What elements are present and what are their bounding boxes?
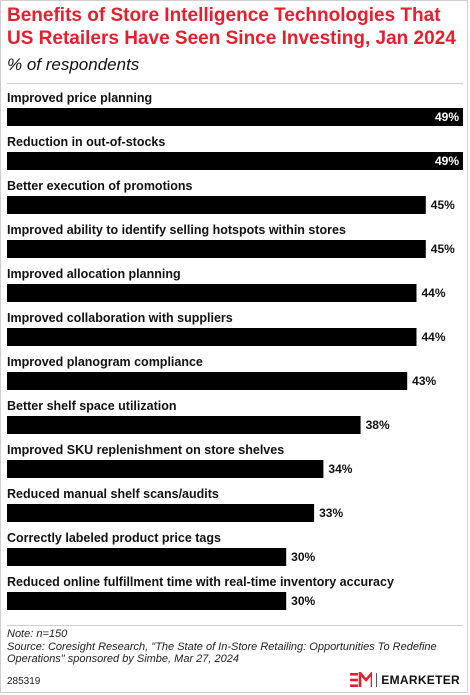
category-label: Better shelf space utilization	[7, 399, 176, 413]
value-label: 38%	[366, 418, 390, 432]
bar	[7, 328, 417, 346]
note-text: Note: n=150	[7, 628, 68, 640]
value-label: 44%	[421, 330, 445, 344]
value-label: 43%	[412, 374, 436, 388]
bar-chart: Improved price planning 49% Reduction in o…	[7, 91, 463, 610]
category-label: Improved SKU replenishment on store shel…	[7, 443, 284, 457]
bar	[7, 504, 315, 522]
brand-separator	[376, 673, 378, 687]
value-label: 49%	[435, 154, 459, 168]
bar	[7, 592, 287, 610]
value-label: 45%	[431, 198, 455, 212]
bar	[7, 284, 417, 302]
bar	[7, 240, 426, 258]
category-label: Improved planogram compliance	[7, 355, 203, 369]
value-label: 34%	[328, 462, 352, 476]
category-label: Reduced online fulfillment time with rea…	[7, 575, 394, 589]
value-label: 30%	[291, 594, 315, 608]
category-label: Reduction in out-of-stocks	[7, 135, 165, 149]
bar	[7, 152, 463, 170]
chart-title: Benefits of Store Intelligence Technolog…	[7, 5, 456, 49]
chart-footnote: Note: n=150 Source: Coresight Research, …	[7, 628, 463, 666]
brand-name: EMARKETER	[381, 673, 460, 687]
bottom-divider	[7, 625, 463, 626]
value-label: 30%	[291, 550, 315, 564]
chart-subtitle: % of respondents	[7, 55, 140, 74]
category-label: Improved allocation planning	[7, 267, 181, 281]
category-label: Improved collaboration with suppliers	[7, 311, 233, 325]
brand-logo: EMARKETER	[350, 672, 460, 688]
source-text: Source: Coresight Research, "The State o…	[7, 640, 437, 666]
value-label: 49%	[435, 110, 459, 124]
category-label: Improved ability to identify selling hot…	[7, 223, 346, 237]
bar	[7, 460, 324, 478]
category-label: Better execution of promotions	[7, 179, 192, 193]
value-label: 45%	[431, 242, 455, 256]
category-label: Improved price planning	[7, 91, 152, 105]
category-label: Reduced manual shelf scans/audits	[7, 487, 219, 501]
value-label: 33%	[319, 506, 343, 520]
bar	[7, 416, 361, 434]
category-label: Correctly labeled product price tags	[7, 531, 221, 545]
top-divider	[7, 83, 463, 84]
value-label: 44%	[421, 286, 445, 300]
chart-id: 285319	[7, 676, 41, 687]
bar	[7, 372, 408, 390]
bar	[7, 108, 463, 126]
bar	[7, 196, 426, 214]
bar	[7, 548, 287, 566]
em-logo-icon	[350, 672, 373, 687]
